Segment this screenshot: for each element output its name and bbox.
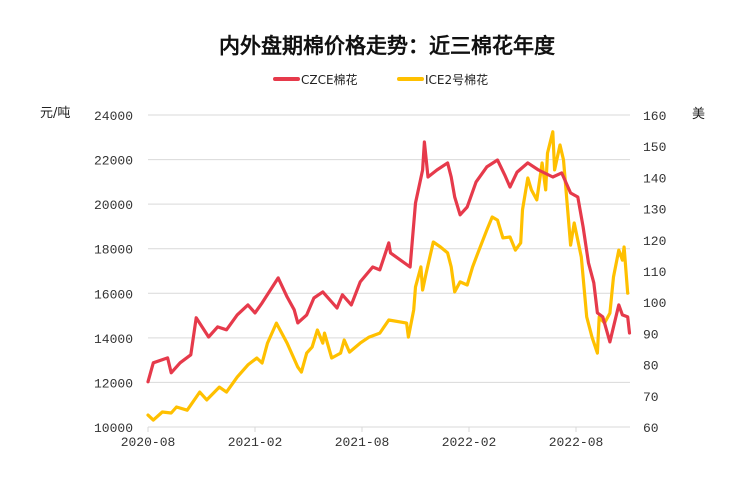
y2-tick-label: 140 [643, 171, 666, 186]
y-tick-label: 12000 [94, 376, 133, 391]
legend: CZCE棉花 ICE2号棉花 [273, 72, 488, 87]
legend-swatch-ice [397, 77, 424, 81]
right-axis-unit: 美 [692, 107, 705, 122]
x-tick-label: 2021-08 [335, 435, 390, 450]
y2-tick-label: 120 [643, 234, 666, 249]
legend-item-ice[interactable]: ICE2号棉花 [397, 72, 488, 87]
y-tick-label: 18000 [94, 243, 133, 258]
y-tick-label: 14000 [94, 332, 133, 347]
y2-tick-label: 90 [643, 327, 659, 342]
y2-tick-label: 150 [643, 140, 666, 155]
left-axis-unit: 元/吨 [40, 106, 70, 121]
y-tick-label: 20000 [94, 198, 133, 213]
y-tick-label: 10000 [94, 421, 133, 436]
y2-tick-label: 130 [643, 203, 666, 218]
y2-tick-label: 60 [643, 421, 659, 436]
y-tick-label: 22000 [94, 154, 133, 169]
y2-tick-label: 100 [643, 296, 666, 311]
legend-item-czce[interactable]: CZCE棉花 [273, 72, 358, 87]
y-tick-label: 24000 [94, 109, 133, 124]
y-tick-label: 16000 [94, 287, 133, 302]
y2-tick-label: 160 [643, 109, 666, 124]
x-tick-label: 2022-08 [549, 435, 604, 450]
x-tick-label: 2021-02 [228, 435, 283, 450]
legend-label-ice: ICE2号棉花 [425, 72, 488, 87]
legend-swatch-czce [273, 77, 300, 81]
y2-tick-label: 70 [643, 390, 659, 405]
chart-title: 内外盘期棉价格走势：近三棉花年度 [219, 34, 555, 58]
x-tick-label: 2022-02 [442, 435, 497, 450]
series-line-czce [146, 140, 632, 384]
x-tick-label: 2020-08 [121, 435, 176, 450]
series-lines [146, 130, 632, 422]
x-axis-ticks: 2020-08 2021-02 2021-08 2022-02 2022-08 [121, 427, 604, 450]
left-axis-ticks: 10000 12000 14000 16000 18000 20000 22000 24000 [94, 109, 133, 436]
y2-tick-label: 110 [643, 265, 666, 280]
legend-label-czce: CZCE棉花 [301, 72, 358, 87]
series-line-ice [146, 130, 630, 422]
right-axis-ticks: 60 70 80 90 100 110 120 130 140 150 160 [643, 109, 666, 436]
y2-tick-label: 80 [643, 359, 659, 374]
